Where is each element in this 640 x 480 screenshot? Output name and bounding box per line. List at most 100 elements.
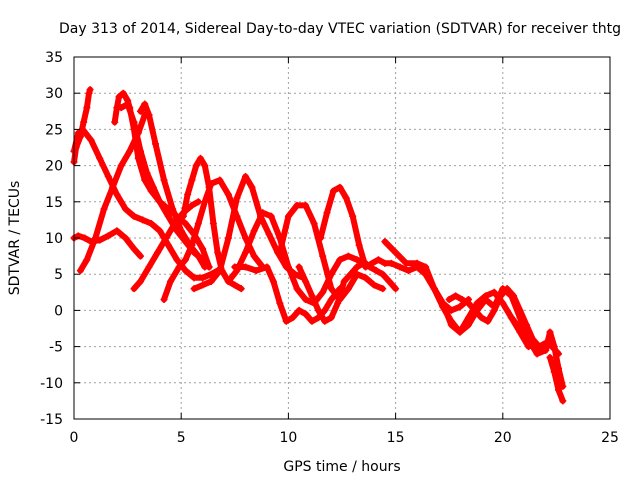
data-point: [482, 296, 490, 304]
data-point: [130, 285, 138, 293]
data-point: [336, 256, 344, 264]
data-point: [83, 104, 91, 112]
data-point: [121, 205, 129, 213]
data-point: [321, 317, 329, 325]
axis-ticks: 0 5 10 15 20 25 -15 -10 -5 0 5 10 15 20 25 30 35: [40, 50, 619, 446]
data-point: [109, 183, 117, 191]
data-point: [308, 292, 316, 300]
series-line: [296, 260, 399, 325]
data-point: [224, 234, 232, 242]
data-point: [413, 259, 421, 267]
data-point: [546, 353, 554, 361]
data-point: [216, 267, 224, 275]
y-axis-label: SDTVAR / TECUs: [7, 181, 23, 296]
data-point: [456, 303, 464, 311]
data-point: [362, 263, 370, 271]
data-point: [542, 346, 550, 354]
data-point: [546, 328, 554, 336]
data-point: [117, 104, 125, 112]
data-point: [559, 397, 567, 405]
data-point: [237, 285, 245, 293]
data-point: [456, 328, 464, 336]
y-tick-label: 35: [45, 50, 63, 66]
data-point: [265, 230, 273, 238]
data-point: [160, 176, 168, 184]
data-point: [86, 86, 94, 94]
data-point: [319, 252, 327, 260]
data-point: [353, 270, 361, 278]
data-point: [267, 212, 275, 220]
data-point: [179, 212, 187, 220]
data-point: [516, 306, 524, 314]
data-point: [317, 234, 325, 242]
y-tick-label: 30: [45, 86, 63, 102]
data-point: [349, 212, 357, 220]
data-point: [115, 93, 123, 101]
data-point: [362, 274, 370, 282]
data-point: [100, 205, 108, 213]
data-point: [91, 234, 99, 242]
data-point: [319, 288, 327, 296]
data-point: [323, 209, 331, 217]
data-point: [242, 248, 250, 256]
data-point: [76, 267, 84, 275]
data-point: [447, 317, 455, 325]
data-point: [250, 227, 258, 235]
data-point: [293, 201, 301, 209]
data-point: [445, 296, 453, 304]
data-point: [396, 263, 404, 271]
data-point: [497, 292, 505, 300]
data-point: [259, 209, 267, 217]
data-point: [104, 172, 112, 180]
data-point: [231, 281, 239, 289]
data-point: [344, 285, 352, 293]
data-point: [141, 100, 149, 108]
data-point: [194, 198, 202, 206]
data-point: [392, 248, 400, 256]
data-point: [368, 259, 376, 267]
data-point: [490, 306, 498, 314]
data-point: [194, 252, 202, 260]
data-point: [126, 147, 134, 155]
data-point: [156, 227, 164, 235]
data-point: [314, 306, 322, 314]
data-point: [282, 317, 290, 325]
data-point: [149, 183, 157, 191]
data-point: [205, 183, 213, 191]
data-point: [199, 245, 207, 253]
data-point: [347, 270, 355, 278]
data-point: [231, 263, 239, 271]
data-point: [87, 136, 95, 144]
data-point: [430, 285, 438, 293]
data-point: [151, 140, 159, 148]
data-point: [302, 310, 310, 318]
data-point: [154, 248, 162, 256]
x-tick-label: 0: [70, 430, 79, 446]
data-point: [355, 241, 363, 249]
data-point: [353, 263, 361, 271]
data-point: [130, 118, 138, 126]
x-axis-label: GPS time / hours: [283, 459, 400, 475]
data-point: [233, 194, 241, 202]
data-point: [81, 234, 89, 242]
data-point: [344, 252, 352, 260]
data-point: [471, 306, 479, 314]
data-point: [169, 205, 177, 213]
data-point: [143, 169, 151, 177]
data-point: [321, 306, 329, 314]
data-point: [119, 89, 127, 97]
data-point: [550, 368, 558, 376]
data-point: [242, 234, 250, 242]
data-point: [85, 89, 93, 97]
x-tick-label: 5: [177, 430, 186, 446]
data-point: [130, 212, 138, 220]
data-point: [334, 299, 342, 307]
data-point: [404, 267, 412, 275]
data-point: [370, 281, 378, 289]
y-tick-label: 15: [45, 195, 63, 211]
series-line: [71, 227, 144, 260]
data-point: [464, 299, 472, 307]
data-point: [136, 147, 144, 155]
data-point: [181, 256, 189, 264]
data-point: [104, 232, 112, 240]
